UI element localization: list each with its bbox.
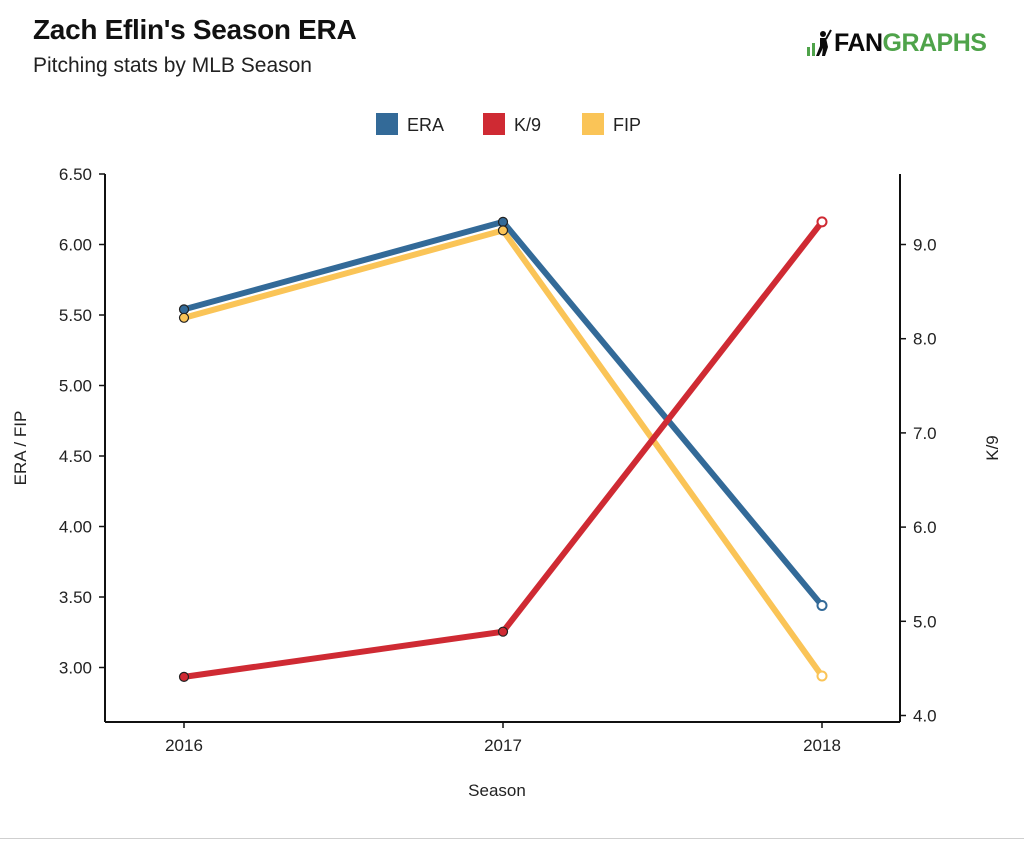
data-point-era	[178, 304, 190, 315]
x-tick-label: 2017	[484, 736, 522, 755]
y-right-tick-label: 8.0	[913, 330, 937, 349]
legend-label-fip: FIP	[613, 115, 641, 135]
data-point-k9	[178, 671, 190, 683]
y-axis-right-title: K/9	[983, 435, 1002, 461]
y-right-tick-label: 5.0	[913, 612, 937, 631]
y-right-tick-label: 6.0	[913, 518, 937, 537]
data-point-k9	[497, 626, 509, 637]
brand-graphs-text: GRAPHS	[882, 28, 987, 57]
data-point-fip	[178, 312, 190, 323]
data-point-fip	[497, 225, 509, 236]
series-line-fip	[181, 227, 825, 679]
series-line-era	[181, 218, 825, 609]
data-point-k9	[816, 216, 828, 228]
legend-label-k9: K/9	[514, 115, 541, 135]
legend-swatch-k9	[483, 113, 505, 135]
chart-title: Zach Eflin's Season ERA	[33, 14, 357, 45]
x-tick-label: 2016	[165, 736, 203, 755]
y-left-tick-label: 6.50	[59, 165, 92, 184]
legend-swatch-fip	[582, 113, 604, 135]
bottom-divider	[0, 838, 1024, 839]
brand-fan-text: FAN	[834, 28, 883, 57]
legend-label-era: ERA	[407, 115, 444, 135]
x-axis-title: Season	[468, 781, 526, 800]
data-point-fip	[816, 670, 828, 682]
y-right-tick-label: 4.0	[913, 707, 937, 726]
batter-icon	[807, 29, 832, 56]
y-left-tick-label: 4.00	[59, 518, 92, 537]
y-left-tick-label: 6.00	[59, 236, 92, 255]
y-left-tick-label: 5.00	[59, 377, 92, 396]
y-left-tick-label: 5.50	[59, 306, 92, 325]
legend-swatch-era	[376, 113, 398, 135]
fangraphs-logo[interactable]: FAN GRAPHS	[806, 27, 987, 59]
y-right-tick-label: 7.0	[913, 424, 937, 443]
chart-subtitle: Pitching stats by MLB Season	[33, 54, 312, 77]
data-point-era	[497, 216, 509, 227]
y-left-tick-label: 4.50	[59, 447, 92, 466]
x-tick-label: 2018	[803, 736, 841, 755]
y-left-tick-label: 3.00	[59, 659, 92, 678]
y-right-tick-label: 9.0	[913, 236, 937, 255]
data-point-era	[816, 600, 828, 611]
y-left-tick-label: 3.50	[59, 588, 92, 607]
y-axis-left-title: ERA / FIP	[11, 411, 30, 486]
